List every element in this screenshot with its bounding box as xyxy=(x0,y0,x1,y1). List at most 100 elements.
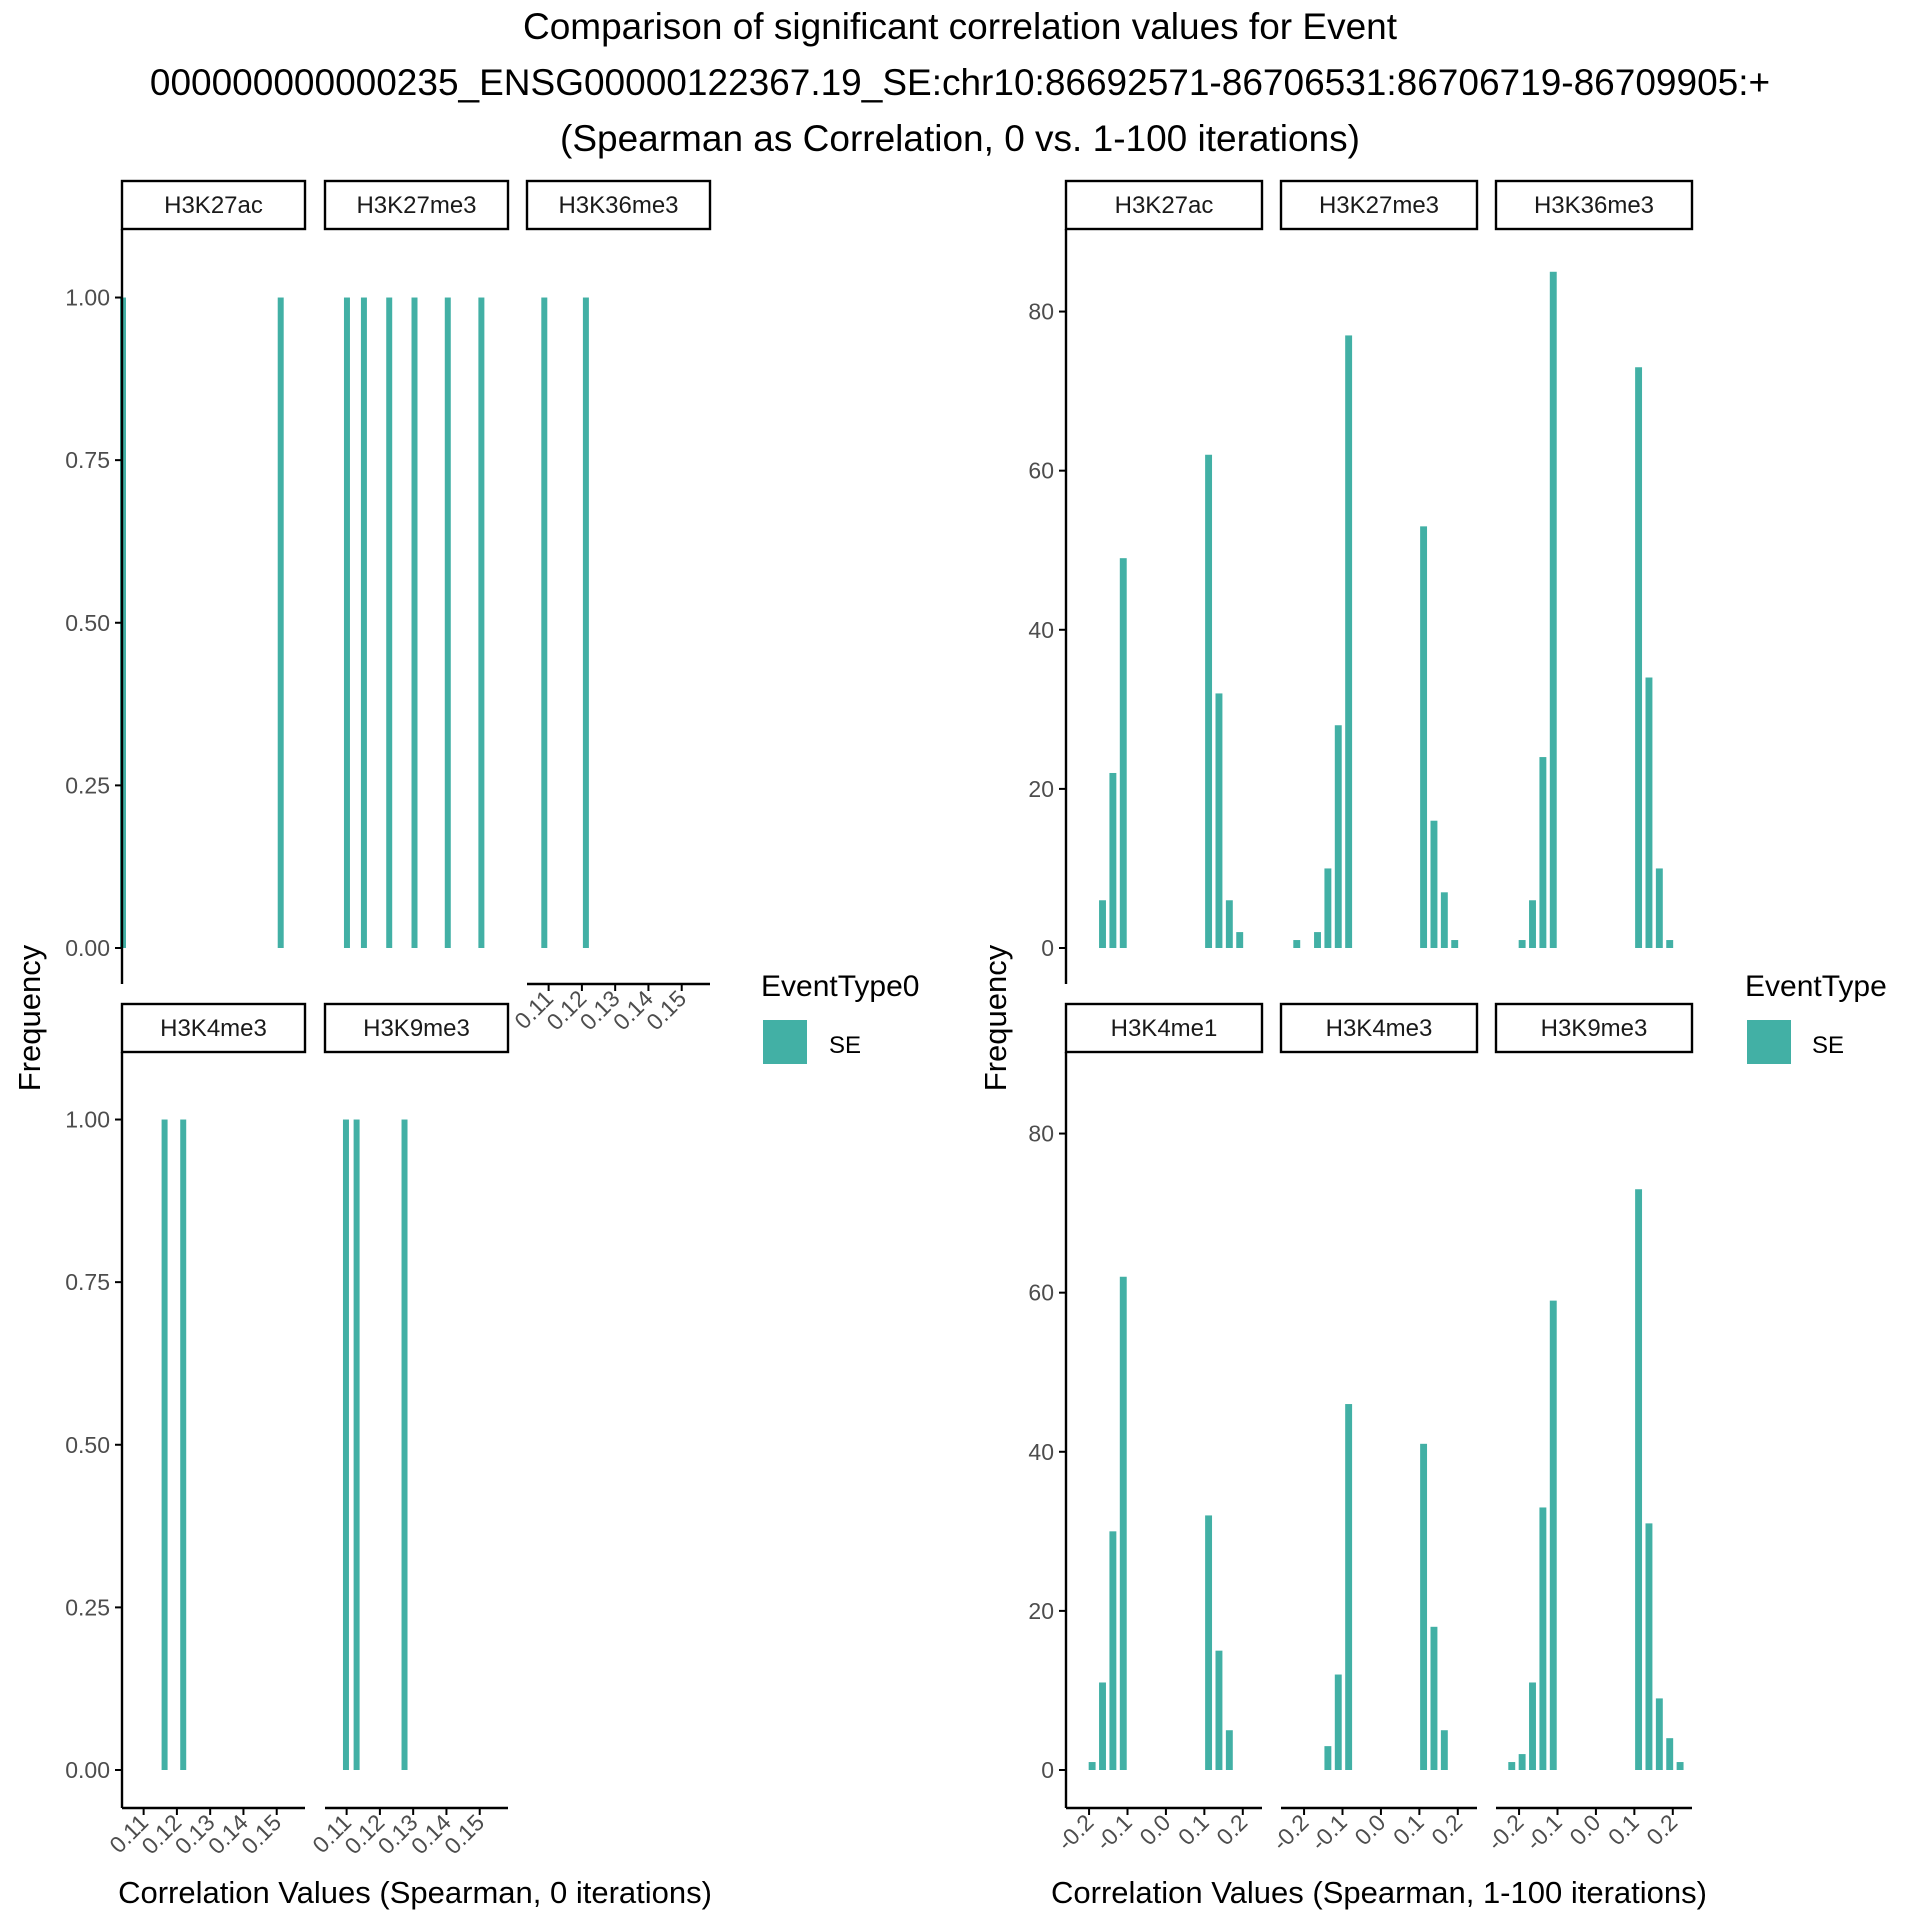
bar xyxy=(1215,693,1223,948)
bar xyxy=(582,297,589,948)
bar xyxy=(1666,940,1674,948)
y-tick-label: 0.75 xyxy=(65,447,110,473)
bar xyxy=(444,297,451,948)
bar xyxy=(411,297,418,948)
bar xyxy=(1529,900,1536,948)
bar xyxy=(1430,820,1438,948)
bar xyxy=(1539,1507,1547,1770)
y-tick-label: 60 xyxy=(1028,458,1054,484)
x-tick-label: -0.2 xyxy=(1482,1809,1528,1855)
bar xyxy=(1430,1626,1438,1770)
x-tick-label: 0.0 xyxy=(1134,1809,1175,1850)
bar xyxy=(1549,1300,1557,1770)
facet-strip-label: H3K27me3 xyxy=(1319,192,1439,219)
y-tick-label: 0.50 xyxy=(65,1432,110,1458)
bar xyxy=(1345,1404,1353,1770)
bar xyxy=(1109,1531,1117,1770)
x-axis-title: Correlation Values (Spearman, 1-100 iter… xyxy=(1051,1875,1707,1910)
facet-strip xyxy=(1494,179,1694,231)
y-tick-label: 0.00 xyxy=(65,935,110,961)
y-tick-label: 20 xyxy=(1028,776,1054,802)
facet-strip-label: H3K27me3 xyxy=(356,192,476,219)
y-tick-label: 0 xyxy=(1041,1757,1054,1783)
facet-strip xyxy=(1064,179,1264,231)
bar xyxy=(1205,1515,1213,1770)
x-tick-label: -0.2 xyxy=(1267,1809,1313,1855)
legend-label: SE xyxy=(829,1032,861,1059)
x-tick-label: 0.2 xyxy=(1426,1809,1467,1850)
x-tick-label: 0.15 xyxy=(236,1809,286,1859)
x-axis-title: Correlation Values (Spearman, 0 iteratio… xyxy=(118,1875,712,1910)
x-tick-label: 0.2 xyxy=(1211,1809,1252,1850)
bar xyxy=(1293,940,1301,948)
y-tick-label: 0.25 xyxy=(65,772,110,798)
x-tick-label: 0.15 xyxy=(439,1809,489,1859)
bar xyxy=(161,1119,168,1770)
bar xyxy=(1119,558,1127,948)
legend-label: SE xyxy=(1812,1032,1844,1059)
x-tick-label: -0.1 xyxy=(1521,1809,1567,1855)
y-tick-label: 1.00 xyxy=(65,1107,110,1133)
x-tick-label: -0.1 xyxy=(1306,1809,1352,1855)
chart-title-line-3: (Spearman as Correlation, 0 vs. 1-100 it… xyxy=(560,118,1360,159)
bar xyxy=(180,1119,187,1770)
facet-strip xyxy=(323,179,510,231)
bar xyxy=(1645,1523,1653,1770)
bar xyxy=(1099,1682,1106,1770)
bar xyxy=(1205,454,1213,948)
facet-strip-label: H3K36me3 xyxy=(558,192,678,219)
facet-strip xyxy=(120,1002,307,1054)
bar xyxy=(353,1119,360,1770)
bar xyxy=(1225,1730,1233,1770)
bar xyxy=(478,297,485,948)
y-tick-label: 0.00 xyxy=(65,1757,110,1783)
bar xyxy=(1451,940,1459,948)
x-tick-label: -0.1 xyxy=(1091,1809,1137,1855)
bar xyxy=(1225,900,1233,948)
bar xyxy=(541,297,548,948)
bar xyxy=(1529,1682,1536,1770)
bar xyxy=(1549,271,1557,948)
bar xyxy=(1334,725,1342,948)
bar xyxy=(1236,932,1244,948)
bar xyxy=(277,297,284,948)
y-tick-label: 0.25 xyxy=(65,1594,110,1620)
bar xyxy=(1324,868,1332,948)
y-tick-label: 40 xyxy=(1028,617,1054,643)
facet-strip-label: H3K9me3 xyxy=(1541,1015,1648,1042)
bar xyxy=(401,1119,408,1770)
facet-strip-label: H3K9me3 xyxy=(363,1015,470,1042)
facet-strip xyxy=(323,1002,510,1054)
bar xyxy=(1635,367,1643,948)
y-axis-title: Frequency xyxy=(12,944,47,1091)
bar xyxy=(1508,1762,1516,1770)
bar xyxy=(1440,1730,1448,1770)
bar xyxy=(360,297,367,948)
x-tick-label: 0.15 xyxy=(641,985,691,1035)
facet-strip xyxy=(1279,1002,1479,1054)
bar xyxy=(1324,1746,1332,1770)
bar xyxy=(1518,940,1526,948)
facet-strip-label: H3K36me3 xyxy=(1534,192,1654,219)
x-tick-label: -0.2 xyxy=(1052,1809,1098,1855)
bar xyxy=(1420,1443,1428,1770)
y-tick-label: 0.50 xyxy=(65,610,110,636)
y-tick-label: 1.00 xyxy=(65,285,110,311)
x-tick-label: 0.1 xyxy=(1603,1809,1644,1850)
bar xyxy=(343,297,350,948)
bar xyxy=(1109,772,1117,948)
chart-title-line-2: 000000000000235_ENSG00000122367.19_SE:ch… xyxy=(149,62,1771,103)
y-tick-label: 80 xyxy=(1028,1121,1054,1147)
bar xyxy=(1518,1754,1526,1770)
facet-strip-label: H3K4me3 xyxy=(1326,1015,1433,1042)
bar xyxy=(1666,1738,1674,1770)
bar xyxy=(1440,892,1448,948)
x-tick-label: 0.1 xyxy=(1388,1809,1429,1850)
bar xyxy=(1655,1698,1663,1770)
bar xyxy=(1676,1762,1684,1770)
y-tick-label: 60 xyxy=(1028,1280,1054,1306)
bar xyxy=(1645,677,1653,948)
facet-strip-label: H3K27ac xyxy=(164,192,263,219)
legend-title: EventType xyxy=(1745,970,1887,1003)
